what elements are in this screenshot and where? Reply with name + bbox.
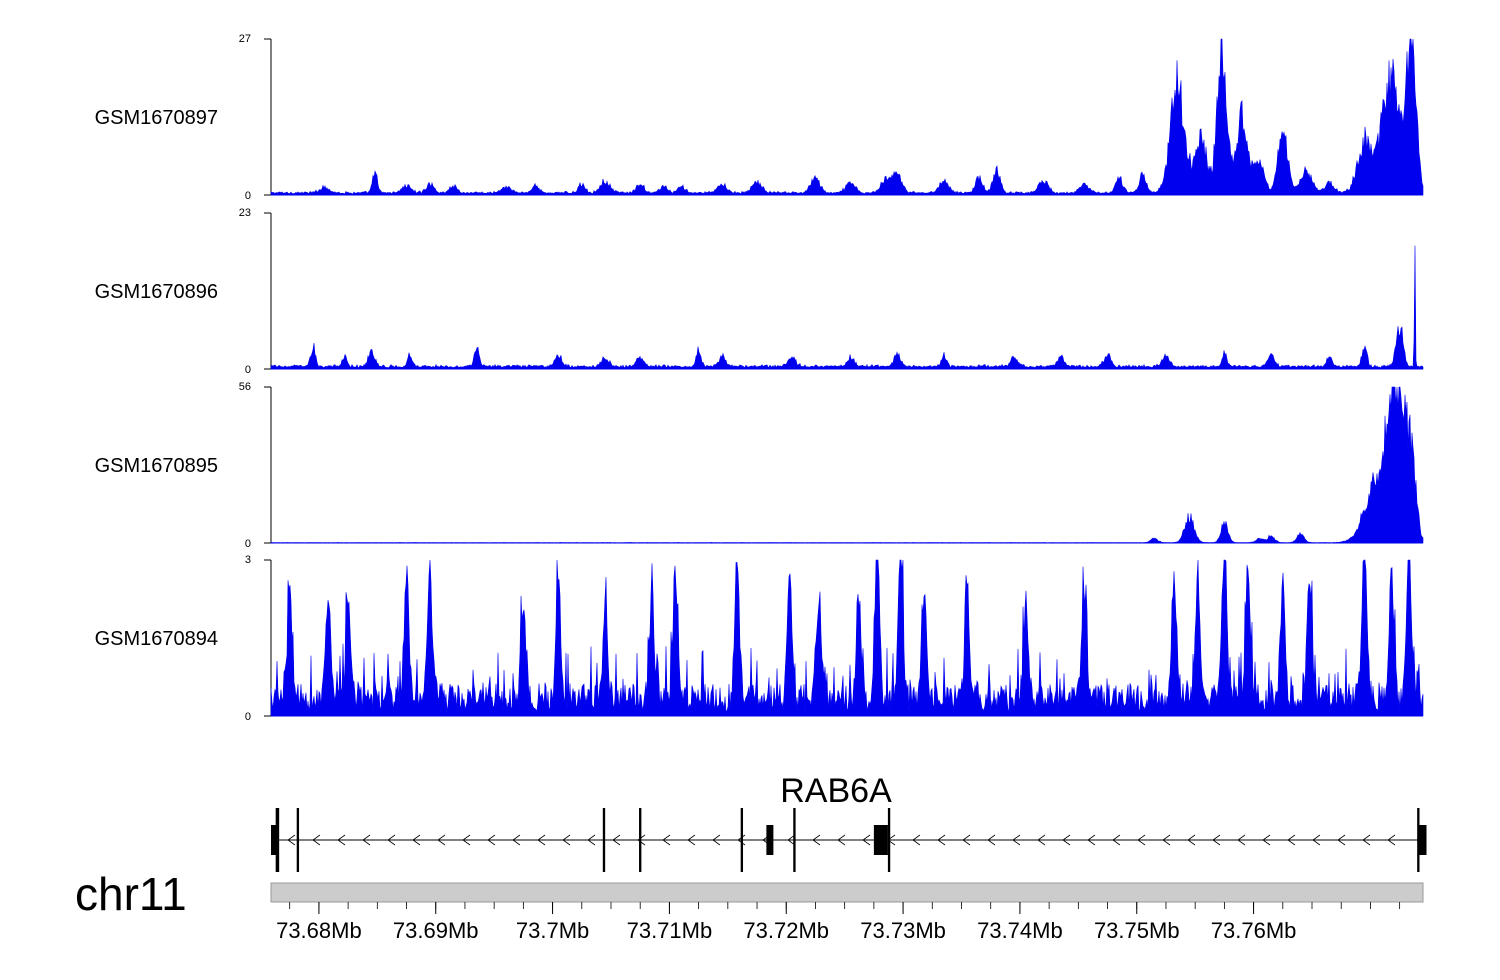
strand-chevron: [662, 834, 671, 846]
strand-chevron: [1162, 834, 1171, 846]
strand-chevron: [412, 834, 421, 846]
strand-chevron: [512, 834, 521, 846]
y-max-label: 27: [239, 33, 251, 45]
x-tick-label: 73.71Mb: [627, 918, 713, 943]
strand-chevron: [1187, 834, 1196, 846]
gene-exon: [740, 808, 744, 872]
y-max-label: 56: [239, 381, 251, 393]
strand-chevron: [287, 834, 296, 846]
strand-chevron: [562, 834, 571, 846]
x-tick-label: 73.69Mb: [393, 918, 479, 943]
track-name-label: GSM1670895: [95, 455, 218, 477]
coverage-series: [270, 38, 1424, 196]
strand-chevron: [1262, 834, 1271, 846]
track-name-label: GSM1670897: [95, 107, 218, 129]
strand-chevron: [1387, 834, 1396, 846]
strand-chevron: [1362, 834, 1371, 846]
strand-chevron: [1112, 834, 1121, 846]
gene-exon: [1419, 825, 1427, 855]
gene-name-label: RAB6A: [780, 772, 892, 810]
x-tick-label: 73.68Mb: [276, 918, 362, 943]
strand-chevron: [362, 834, 371, 846]
coverage-series: [270, 386, 1424, 544]
strand-chevron: [437, 834, 446, 846]
strand-chevron: [587, 834, 596, 846]
strand-chevron: [1287, 834, 1296, 846]
gene-exon: [275, 808, 280, 872]
x-tick-label: 73.7Mb: [516, 918, 589, 943]
strand-chevron: [862, 834, 871, 846]
strand-chevron: [1012, 834, 1021, 846]
coverage-track: GSM1670894 3 0: [95, 554, 1424, 723]
y-max-label: 23: [239, 207, 251, 219]
strand-chevron: [1312, 834, 1321, 846]
gene-exon: [296, 808, 300, 872]
y-min-label: 0: [245, 711, 251, 723]
strand-chevron: [312, 834, 321, 846]
strand-chevron: [912, 834, 921, 846]
strand-chevron: [787, 834, 796, 846]
gene-exon: [766, 825, 774, 855]
gene-exon: [793, 808, 796, 872]
coverage-track: GSM1670896 23 0: [95, 207, 1424, 376]
strand-chevron: [637, 834, 646, 846]
strand-chevron: [1037, 834, 1046, 846]
coverage-tracks: GSM1670897270GSM1670896230GSM1670895560G…: [95, 33, 1424, 723]
strand-chevron: [962, 834, 971, 846]
gene-model-track: RAB6A: [271, 772, 1427, 872]
strand-chevron: [1237, 834, 1246, 846]
strand-chevron: [487, 834, 496, 846]
x-tick-label: 73.73Mb: [860, 918, 946, 943]
x-tick-label: 73.72Mb: [743, 918, 829, 943]
y-max-label: 3: [245, 554, 251, 566]
gene-exon: [873, 825, 888, 855]
strand-chevron: [812, 834, 821, 846]
gene-exon: [639, 808, 642, 872]
strand-chevron: [462, 834, 471, 846]
strand-chevron: [1212, 834, 1221, 846]
x-tick-label: 73.76Mb: [1211, 918, 1297, 943]
gene-exon: [887, 808, 891, 872]
strand-chevron: [937, 834, 946, 846]
chromosome-ideogram: [270, 882, 1424, 903]
strand-chevron: [337, 834, 346, 846]
strand-chevron: [687, 834, 696, 846]
gene-exon: [1417, 808, 1420, 872]
strand-chevron: [387, 834, 396, 846]
strand-chevron: [1137, 834, 1146, 846]
x-tick-label: 73.75Mb: [1094, 918, 1180, 943]
strand-chevron: [1337, 834, 1346, 846]
strand-chevron: [537, 834, 546, 846]
x-tick-label: 73.74Mb: [977, 918, 1063, 943]
gene-exon: [602, 808, 606, 872]
strand-chevron: [712, 834, 721, 846]
coverage-track: GSM1670897 27 0: [95, 33, 1424, 202]
coverage-track: GSM1670895 56 0: [95, 381, 1424, 550]
strand-chevron: [612, 834, 621, 846]
y-min-label: 0: [245, 538, 251, 550]
coverage-series: [270, 559, 1424, 717]
strand-chevron: [837, 834, 846, 846]
track-name-label: GSM1670896: [95, 281, 218, 303]
strand-chevron: [1062, 834, 1071, 846]
coverage-series: [270, 245, 1424, 370]
y-min-label: 0: [245, 190, 251, 202]
strand-chevron: [987, 834, 996, 846]
track-name-label: GSM1670894: [95, 628, 218, 650]
gene-exon: [271, 825, 278, 855]
strand-chevron: [1087, 834, 1096, 846]
chromosome-label: chr11: [75, 868, 187, 920]
y-min-label: 0: [245, 364, 251, 376]
genome-axis-track: chr11 73.68Mb 73.69Mb 73.7Mb 73.71Mb 73.72Mb…: [75, 868, 1424, 943]
